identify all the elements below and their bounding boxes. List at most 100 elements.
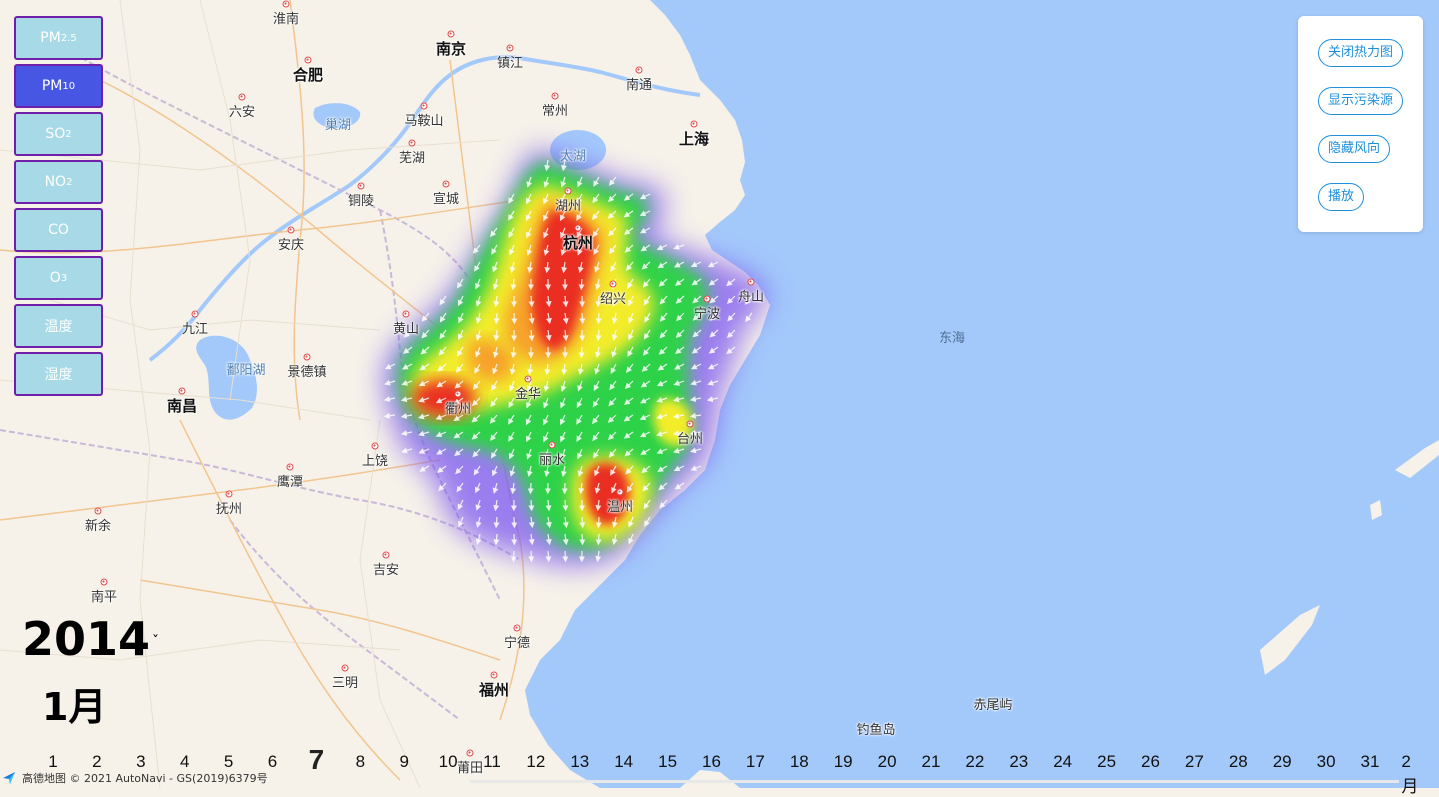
map-label-city: 三明 — [332, 672, 358, 691]
show-pollution-sources-button[interactable]: 显示污染源 — [1318, 87, 1403, 115]
wind-arrow — [531, 483, 532, 492]
timeline-day-27[interactable]: 27 — [1185, 752, 1204, 772]
chevron-down-icon: ˇ — [152, 634, 159, 650]
amap-logo-icon — [2, 771, 16, 785]
city-marker-icon — [226, 491, 233, 498]
city-marker-icon — [421, 103, 428, 110]
city-marker-icon — [575, 225, 582, 232]
map-label-sea: 东海 — [939, 327, 965, 346]
timeline-day-24[interactable]: 24 — [1053, 752, 1072, 772]
city-marker-icon — [455, 391, 462, 398]
map-label-city: 绍兴 — [600, 288, 626, 307]
map-label-city: 湖州 — [555, 195, 581, 214]
map-label-city: 吉安 — [373, 559, 399, 578]
map-label-city: 镇江 — [497, 52, 523, 71]
map-label-water: 太湖 — [560, 145, 586, 164]
city-marker-icon — [305, 57, 312, 64]
wind-arrow — [581, 279, 582, 288]
timeline-day-26[interactable]: 26 — [1141, 752, 1160, 772]
timeline-day-31[interactable]: 31 — [1361, 752, 1380, 772]
timeline-day-22[interactable]: 22 — [965, 752, 984, 772]
city-marker-icon — [691, 121, 698, 128]
map-label-city: 南通 — [626, 74, 652, 93]
timeline-day-8[interactable]: 8 — [356, 752, 365, 772]
timeline-day-13[interactable]: 13 — [570, 752, 589, 772]
wind-arrow — [599, 517, 600, 526]
city-marker-icon — [514, 625, 521, 632]
timeline-day-28[interactable]: 28 — [1229, 752, 1248, 772]
timeline-day-12[interactable]: 12 — [526, 752, 545, 772]
timeline-day-9[interactable]: 9 — [399, 752, 408, 772]
map-label-island: 赤尾屿 — [973, 694, 1012, 713]
timeline-day-17[interactable]: 17 — [746, 752, 765, 772]
city-marker-icon — [636, 67, 643, 74]
city-marker-icon — [192, 311, 199, 318]
city-marker-icon — [748, 279, 755, 286]
city-marker-icon — [448, 31, 455, 38]
timeline-track — [470, 780, 1399, 783]
timeline-day-21[interactable]: 21 — [922, 752, 941, 772]
timeline-day-25[interactable]: 25 — [1097, 752, 1116, 772]
wind-arrow — [598, 534, 599, 543]
map-label-water: 鄱阳湖 — [226, 359, 265, 378]
map-label-major: 南昌 — [167, 395, 197, 416]
map-label-major: 杭州 — [563, 232, 593, 253]
city-marker-icon — [383, 552, 390, 559]
map-label-city: 新余 — [85, 515, 111, 534]
month-value: 1月 — [42, 684, 106, 730]
timeline-day-15[interactable]: 15 — [658, 752, 677, 772]
timeline-day-16[interactable]: 16 — [702, 752, 721, 772]
map-attribution: 高德地图 © 2021 AutoNavi - GS(2019)6379号 — [2, 769, 268, 787]
timeline-day-6[interactable]: 6 — [268, 752, 277, 772]
map-label-city: 抚州 — [216, 498, 242, 517]
city-marker-icon — [704, 296, 711, 303]
map-label-city: 鹰潭 — [277, 471, 303, 490]
timeline-day-7[interactable]: 7 — [309, 744, 325, 776]
timeline-day-32[interactable]: 2月 — [1401, 752, 1426, 797]
wind-arrow — [531, 500, 532, 509]
timeline-day-14[interactable]: 14 — [614, 752, 633, 772]
timeline-day-29[interactable]: 29 — [1273, 752, 1292, 772]
map-label-city: 宣城 — [433, 188, 459, 207]
timeline-day-20[interactable]: 20 — [878, 752, 897, 772]
timeline-day-30[interactable]: 30 — [1317, 752, 1336, 772]
control-panel: 关闭热力图 显示污染源 隐藏风向 播放 — [1298, 16, 1423, 232]
city-marker-icon — [552, 93, 559, 100]
toggle-heatmap-button[interactable]: 关闭热力图 — [1318, 39, 1403, 67]
toggle-wind-button[interactable]: 隐藏风向 — [1318, 135, 1390, 163]
co-button[interactable]: CO — [14, 208, 103, 252]
timeline-day-11[interactable]: 11 — [483, 752, 501, 772]
play-button[interactable]: 播放 — [1318, 183, 1364, 211]
city-marker-icon — [525, 376, 532, 383]
timeline-day-10[interactable]: 10 — [439, 752, 458, 772]
map-label-water: 巢湖 — [325, 114, 351, 133]
city-marker-icon — [179, 388, 186, 395]
wind-arrow — [496, 313, 497, 322]
timeline-day-19[interactable]: 19 — [834, 752, 853, 772]
wind-arrow — [496, 517, 497, 526]
humidity-button[interactable]: 湿度 — [14, 352, 103, 396]
map-label-city: 上饶 — [362, 450, 388, 469]
timeline-day-23[interactable]: 23 — [1009, 752, 1028, 772]
city-marker-icon — [287, 464, 294, 471]
wind-arrow — [565, 500, 566, 509]
timeline-day-18[interactable]: 18 — [790, 752, 809, 772]
map-label-city: 六安 — [229, 101, 255, 120]
map-label-city: 马鞍山 — [404, 110, 443, 129]
city-marker-icon — [507, 45, 514, 52]
wind-arrow — [581, 347, 582, 356]
city-marker-icon — [403, 311, 410, 318]
map-label-city: 九江 — [182, 318, 208, 337]
temperature-button[interactable]: 温度 — [14, 304, 103, 348]
city-marker-icon — [687, 421, 694, 428]
wind-arrow — [582, 534, 583, 543]
city-marker-icon — [443, 181, 450, 188]
year-selector[interactable]: 2014 ˇ — [22, 612, 159, 666]
